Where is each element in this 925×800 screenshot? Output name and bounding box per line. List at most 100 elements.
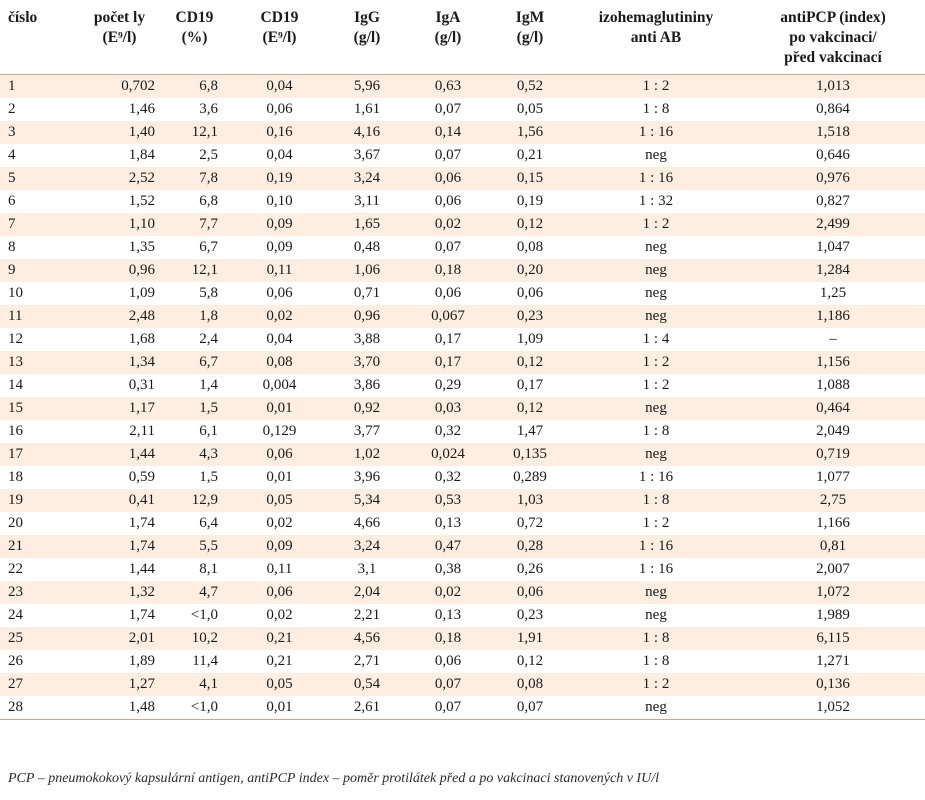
cell-igm: 0,23 (489, 604, 571, 627)
cell-iga: 0,18 (407, 627, 489, 650)
cell-cd19-percent: 5,5 (157, 535, 232, 558)
cell-pocet-ly: 1,32 (82, 581, 157, 604)
cell-antipcp-index: 6,115 (741, 627, 925, 650)
cell-cd19-percent: 6,1 (157, 420, 232, 443)
cell-cd19-percent: 11,4 (157, 650, 232, 673)
cell-cislo: 10 (0, 282, 82, 305)
table-row: 23 1,32 4,7 0,06 2,04 0,02 0,06 neg 1,072 (0, 581, 925, 604)
cell-iga: 0,06 (407, 650, 489, 673)
header-cd19-percent: CD19 (%) (175, 9, 214, 46)
cell-cislo: 16 (0, 420, 82, 443)
table-row: 16 2,11 6,1 0,129 3,77 0,32 1,47 1 : 8 2,049 (0, 420, 925, 443)
cell-igm: 0,52 (489, 74, 571, 98)
cell-igm: 1,09 (489, 328, 571, 351)
cell-cd19-percent: 1,5 (157, 466, 232, 489)
cell-pocet-ly: 0,41 (82, 489, 157, 512)
cell-igm: 1,91 (489, 627, 571, 650)
cell-igm: 0,06 (489, 581, 571, 604)
cell-pocet-ly: 1,74 (82, 535, 157, 558)
cell-igg: 3,96 (327, 466, 407, 489)
cell-cd19-absolute: 0,01 (232, 696, 327, 720)
cell-pocet-ly: 0,31 (82, 374, 157, 397)
cell-cd19-percent: 7,7 (157, 213, 232, 236)
cell-igm: 0,26 (489, 558, 571, 581)
cell-igg: 3,70 (327, 351, 407, 374)
cell-iga: 0,63 (407, 74, 489, 98)
cell-igg: 3,24 (327, 535, 407, 558)
cell-igg: 0,96 (327, 305, 407, 328)
cell-antipcp-index: 1,013 (741, 74, 925, 98)
cell-igm: 0,12 (489, 351, 571, 374)
cell-cd19-percent: 12,1 (157, 121, 232, 144)
cell-igg: 3,67 (327, 144, 407, 167)
cell-antipcp-index: 1,166 (741, 512, 925, 535)
table-row: 15 1,17 1,5 0,01 0,92 0,03 0,12 neg 0,464 (0, 397, 925, 420)
header-izohemaglutininy: izohemaglutininy anti AB (598, 9, 714, 46)
cell-cislo: 21 (0, 535, 82, 558)
cell-cd19-percent: 7,8 (157, 167, 232, 190)
cell-cd19-absolute: 0,05 (232, 489, 327, 512)
cell-cd19-percent: 6,4 (157, 512, 232, 535)
cell-izohemaglutininy: neg (571, 397, 741, 420)
table-row: 10 1,09 5,8 0,06 0,71 0,06 0,06 neg 1,25 (0, 282, 925, 305)
cell-pocet-ly: 0,59 (82, 466, 157, 489)
cell-antipcp-index: 1,518 (741, 121, 925, 144)
cell-igm: 0,15 (489, 167, 571, 190)
cell-igg: 3,1 (327, 558, 407, 581)
cell-cd19-percent: 2,5 (157, 144, 232, 167)
table-row: 8 1,35 6,7 0,09 0,48 0,07 0,08 neg 1,047 (0, 236, 925, 259)
cell-iga: 0,024 (407, 443, 489, 466)
cell-igm: 0,07 (489, 696, 571, 720)
table-row: 25 2,01 10,2 0,21 4,56 0,18 1,91 1 : 8 6,115 (0, 627, 925, 650)
cell-pocet-ly: 1,10 (82, 213, 157, 236)
cell-iga: 0,06 (407, 167, 489, 190)
table-body: 1 0,702 6,8 0,04 5,96 0,63 0,52 1 : 2 1,013 2 1,46… (0, 74, 925, 720)
cell-cd19-percent: 10,2 (157, 627, 232, 650)
cell-igm: 0,19 (489, 190, 571, 213)
cell-izohemaglutininy: 1 : 16 (571, 121, 741, 144)
cell-iga: 0,32 (407, 466, 489, 489)
cell-cd19-percent: 12,1 (157, 259, 232, 282)
cell-antipcp-index: 0,81 (741, 535, 925, 558)
cell-iga: 0,13 (407, 512, 489, 535)
cell-izohemaglutininy: 1 : 2 (571, 213, 741, 236)
table-row: 3 1,40 12,1 0,16 4,16 0,14 1,56 1 : 16 1,518 (0, 121, 925, 144)
header-igm: IgM (g/l) (515, 9, 545, 46)
cell-cd19-absolute: 0,06 (232, 282, 327, 305)
cell-igg: 0,71 (327, 282, 407, 305)
cell-cislo: 1 (0, 74, 82, 98)
cell-igm: 0,23 (489, 305, 571, 328)
cell-antipcp-index: 1,271 (741, 650, 925, 673)
cell-cd19-percent: 1,5 (157, 397, 232, 420)
cell-cd19-absolute: 0,10 (232, 190, 327, 213)
cell-iga: 0,07 (407, 236, 489, 259)
cell-igg: 0,48 (327, 236, 407, 259)
table-row: 13 1,34 6,7 0,08 3,70 0,17 0,12 1 : 2 1,156 (0, 351, 925, 374)
cell-cislo: 8 (0, 236, 82, 259)
cell-cd19-absolute: 0,21 (232, 627, 327, 650)
cell-antipcp-index: 0,646 (741, 144, 925, 167)
cell-iga: 0,02 (407, 581, 489, 604)
cell-cislo: 2 (0, 98, 82, 121)
cell-cd19-percent: 6,8 (157, 190, 232, 213)
cell-cd19-percent: 3,6 (157, 98, 232, 121)
cell-cd19-percent: 2,4 (157, 328, 232, 351)
cell-igm: 0,12 (489, 650, 571, 673)
cell-antipcp-index: 0,864 (741, 98, 925, 121)
cell-cd19-percent: 6,8 (157, 74, 232, 98)
cell-pocet-ly: 1,74 (82, 512, 157, 535)
table-row: 20 1,74 6,4 0,02 4,66 0,13 0,72 1 : 2 1,166 (0, 512, 925, 535)
cell-igm: 0,12 (489, 397, 571, 420)
cell-igm: 0,08 (489, 236, 571, 259)
cell-pocet-ly: 2,11 (82, 420, 157, 443)
cell-cd19-absolute: 0,08 (232, 351, 327, 374)
cell-igm: 1,56 (489, 121, 571, 144)
cell-cd19-absolute: 0,21 (232, 650, 327, 673)
cell-antipcp-index: 0,136 (741, 673, 925, 696)
cell-izohemaglutininy: 1 : 32 (571, 190, 741, 213)
cell-cislo: 5 (0, 167, 82, 190)
cell-cislo: 7 (0, 213, 82, 236)
cell-antipcp-index: 1,186 (741, 305, 925, 328)
cell-izohemaglutininy: 1 : 16 (571, 535, 741, 558)
